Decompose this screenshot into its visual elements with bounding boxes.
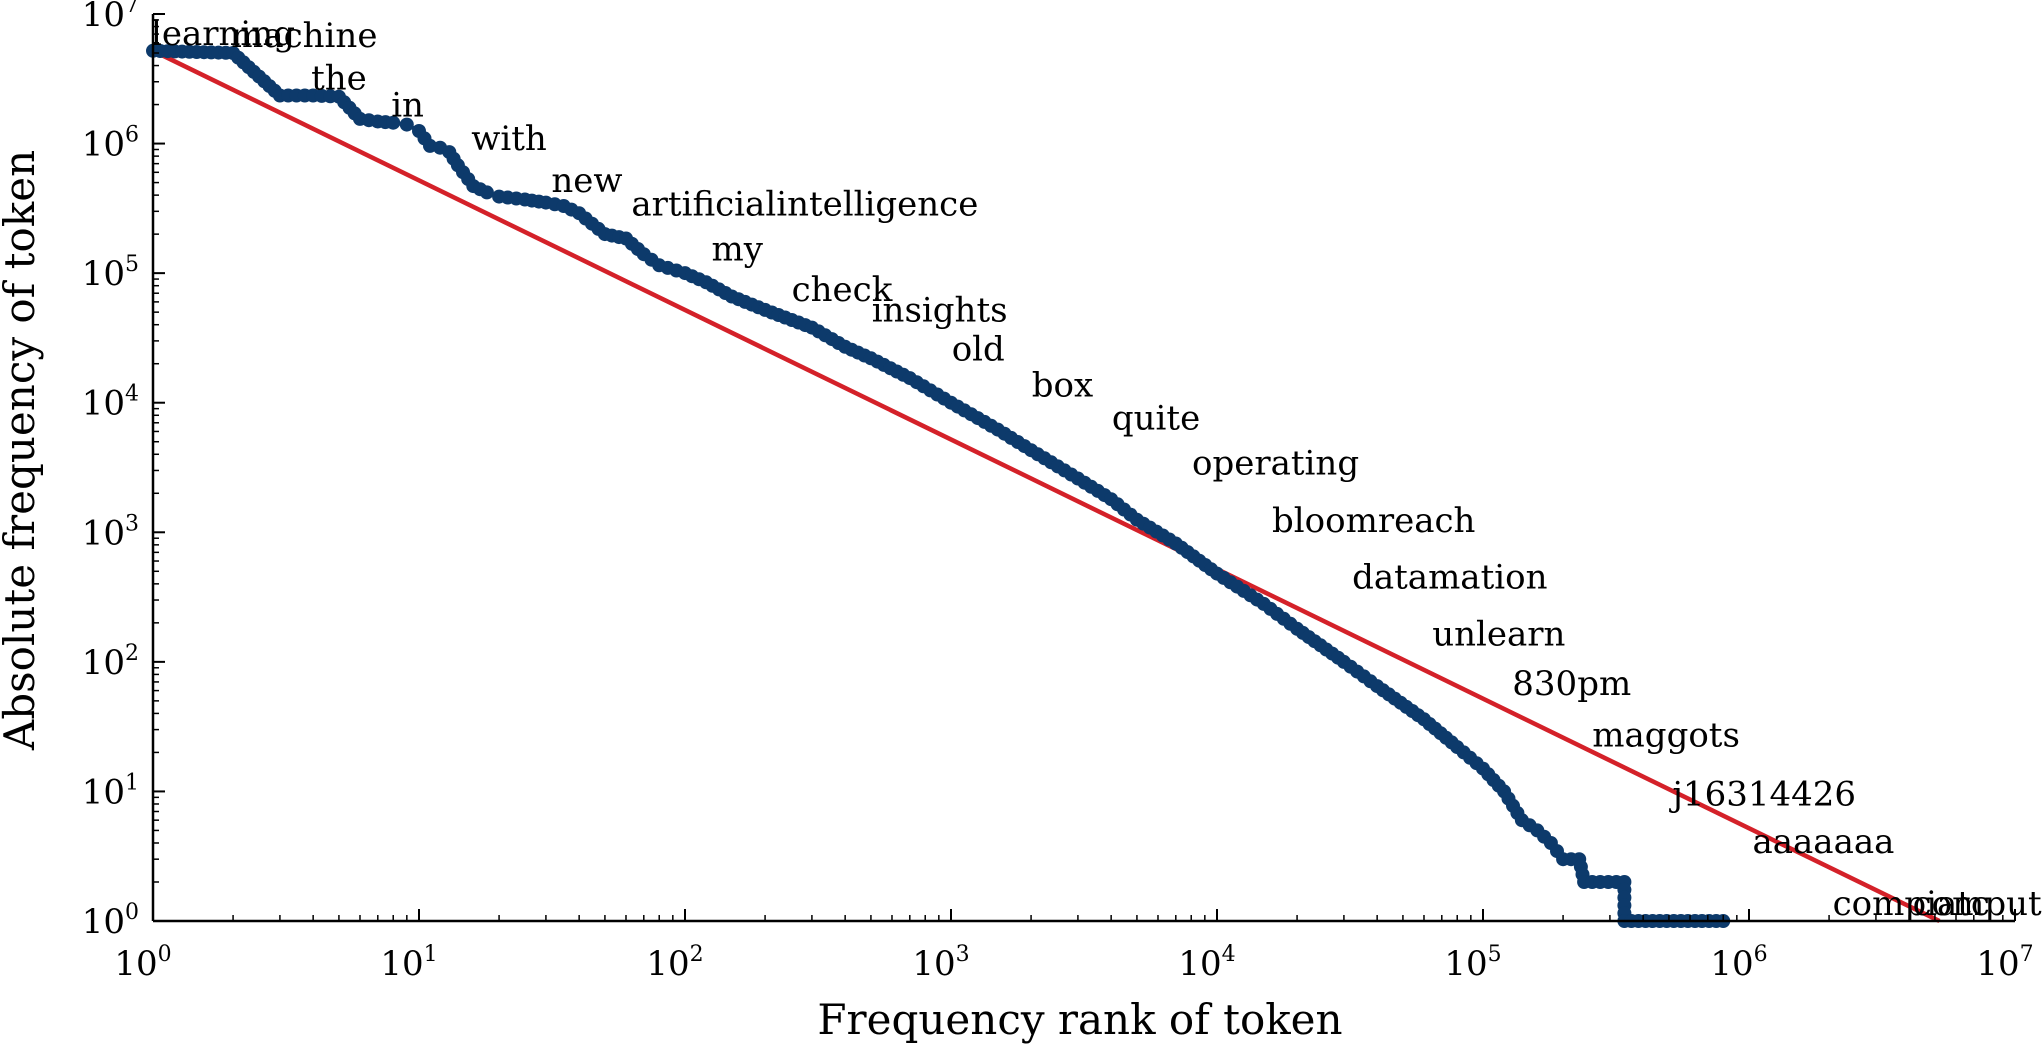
- y-tick-label: 107: [82, 0, 139, 35]
- token-label: old: [952, 330, 1005, 370]
- x-axis-title: Frequency rank of token: [817, 995, 1342, 1044]
- x-tick-label: 106: [1710, 942, 1767, 984]
- x-tick-label: 105: [1444, 942, 1501, 984]
- x-tick-exponent: 3: [956, 942, 970, 967]
- x-tick-base: 10: [1710, 944, 1753, 984]
- x-tick-base: 10: [380, 944, 423, 984]
- x-tick-base: 10: [114, 944, 157, 984]
- y-tick-exponent: 1: [125, 770, 139, 795]
- y-tick-base: 10: [82, 772, 125, 812]
- x-tick-exponent: 4: [1222, 942, 1236, 967]
- x-tick-exponent: 6: [1754, 942, 1768, 967]
- x-tick-label: 102: [646, 942, 703, 984]
- axes: 100 101 102 103 104 105 106 1071001011021031041…: [82, 0, 2034, 984]
- token-label: insights: [872, 291, 1008, 331]
- y-tick-base: 10: [82, 384, 125, 424]
- token-label: new: [551, 161, 622, 201]
- x-tick-label: 100: [114, 942, 171, 984]
- observed-line: [152, 48, 1724, 923]
- y-tick-exponent: 3: [125, 511, 139, 536]
- token-label: quite: [1112, 398, 1200, 438]
- y-tick-base: 10: [82, 125, 125, 165]
- token-label: unlearn: [1432, 615, 1565, 655]
- y-tick-base: 10: [82, 902, 125, 942]
- y-tick-exponent: 2: [125, 641, 139, 666]
- data-point: [386, 115, 401, 130]
- x-tick-exponent: 2: [690, 942, 704, 967]
- y-tick-label: 103: [82, 511, 139, 553]
- token-label: bloomreach: [1272, 501, 1475, 541]
- token-label: 830pm: [1512, 664, 1631, 704]
- x-tick-exponent: 1: [424, 942, 438, 967]
- fit-line: [152, 48, 1941, 924]
- y-tick-base: 10: [82, 643, 125, 683]
- x-tick-base: 10: [912, 944, 955, 984]
- x-tick-base: 10: [1178, 944, 1221, 984]
- y-tick-label: 102: [82, 641, 139, 683]
- token-label: maggots: [1592, 715, 1740, 755]
- fit-line-layer: [152, 48, 1941, 924]
- token-label: the: [311, 59, 367, 99]
- token-label: learning: [151, 14, 295, 54]
- y-tick-exponent: 5: [125, 252, 139, 277]
- x-tick-base: 10: [1444, 944, 1487, 984]
- data-point: [399, 117, 414, 132]
- y-axis-title: Absolute frequency of token: [0, 150, 44, 751]
- token-label: check: [792, 270, 893, 310]
- x-tick-base: 10: [646, 944, 689, 984]
- y-tick-label: 101: [82, 770, 139, 812]
- x-tick-exponent: 7: [2020, 942, 2034, 967]
- x-tick-label: 107: [1976, 942, 2033, 984]
- token-label: compiatc: [1833, 884, 1990, 924]
- y-tick-exponent: 6: [125, 123, 139, 148]
- token-label: datamation: [1352, 558, 1547, 598]
- y-tick-label: 104: [82, 382, 139, 424]
- y-tick-exponent: 4: [125, 382, 139, 407]
- x-tick-label: 103: [912, 942, 969, 984]
- y-tick-label: 100: [82, 900, 139, 942]
- y-tick-label: 105: [82, 252, 139, 294]
- y-tick-base: 10: [82, 0, 125, 35]
- token-label: artificialintelligence: [631, 185, 978, 225]
- y-tick-label: 106: [82, 123, 139, 165]
- token-label: aaaaaaa: [1753, 822, 1895, 862]
- data-point: [479, 185, 494, 200]
- y-tick-base: 10: [82, 254, 125, 294]
- x-tick-label: 101: [380, 942, 437, 984]
- token-label: with: [471, 119, 547, 159]
- token-label: computationalmodels: [1913, 884, 2043, 924]
- x-tick-exponent: 0: [158, 942, 172, 967]
- token-label: my: [712, 229, 764, 269]
- y-tick-exponent: 7: [125, 0, 139, 18]
- observed-series-layer: [146, 43, 1731, 928]
- token-label: box: [1032, 366, 1093, 406]
- x-tick-base: 10: [1976, 944, 2019, 984]
- x-tick-exponent: 5: [1488, 942, 1502, 967]
- token-label: j16314426: [1668, 775, 1856, 815]
- token-label: in: [391, 86, 424, 126]
- y-tick-base: 10: [82, 513, 125, 553]
- token-label: operating: [1192, 444, 1359, 484]
- x-tick-label: 104: [1178, 942, 1235, 984]
- y-tick-exponent: 0: [125, 900, 139, 925]
- token-label: machine: [231, 16, 377, 56]
